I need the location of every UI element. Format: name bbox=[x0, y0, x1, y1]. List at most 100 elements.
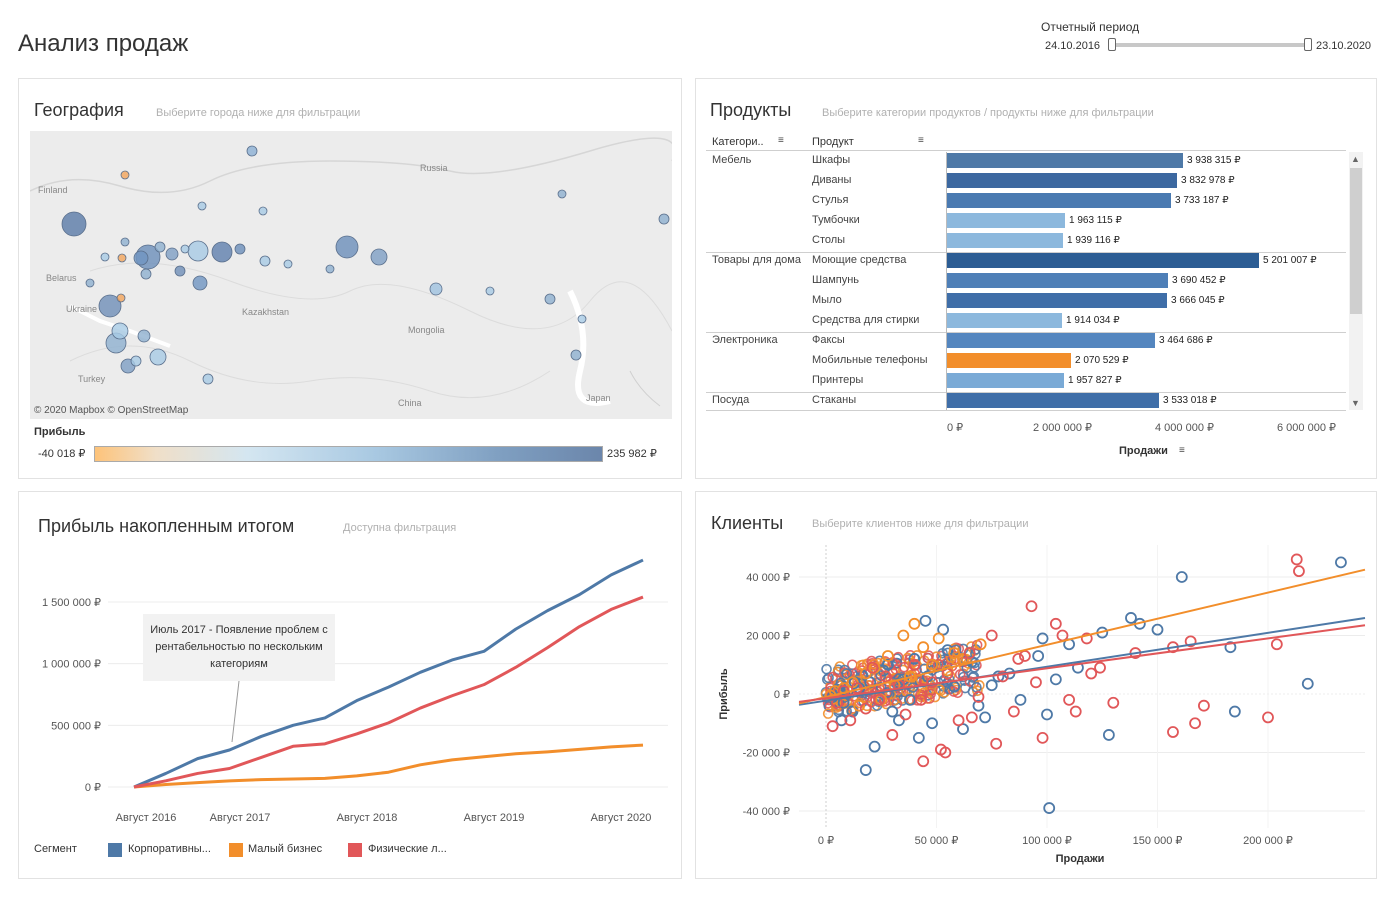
product-label[interactable]: Шампунь bbox=[812, 274, 860, 286]
product-bar[interactable] bbox=[947, 373, 1064, 388]
product-bar[interactable] bbox=[947, 353, 1071, 368]
scatter-point[interactable] bbox=[881, 650, 894, 662]
scatter-point[interactable] bbox=[868, 740, 881, 753]
city-bubble[interactable] bbox=[140, 268, 152, 280]
city-bubble[interactable] bbox=[234, 243, 246, 255]
scatter-point[interactable] bbox=[1063, 693, 1076, 706]
city-bubble[interactable] bbox=[85, 278, 95, 288]
scatter-point[interactable] bbox=[1335, 556, 1347, 569]
scatter-point[interactable] bbox=[881, 658, 894, 671]
scatter-point[interactable] bbox=[948, 686, 960, 697]
scatter-point[interactable] bbox=[897, 629, 910, 642]
scatter-point[interactable] bbox=[1107, 696, 1120, 709]
scatter-point[interactable] bbox=[1069, 705, 1082, 718]
scroll-up-icon[interactable]: ▲ bbox=[1351, 154, 1360, 164]
product-label[interactable]: Стулья bbox=[812, 194, 849, 206]
cumulative-profit-chart[interactable]: 1 500 000 ₽ 1 000 000 ₽ 500 000 ₽ 0 ₽ Август… bbox=[0, 0, 700, 899]
city-bubble[interactable] bbox=[120, 237, 130, 247]
city-bubble[interactable] bbox=[370, 248, 388, 266]
scatter-point[interactable] bbox=[939, 746, 952, 759]
period-slider-end-handle[interactable] bbox=[1304, 38, 1312, 51]
scatter-point[interactable] bbox=[1025, 600, 1038, 613]
product-bar[interactable] bbox=[947, 233, 1063, 248]
product-bar[interactable] bbox=[947, 193, 1171, 208]
product-bar[interactable] bbox=[947, 273, 1168, 288]
legend-swatch-individuals[interactable] bbox=[348, 843, 362, 857]
product-bar[interactable] bbox=[947, 393, 1159, 408]
scatter-point[interactable] bbox=[886, 729, 899, 741]
scatter-point[interactable] bbox=[852, 675, 863, 687]
scatter-point[interactable] bbox=[963, 647, 976, 659]
category-label[interactable]: Посуда bbox=[712, 394, 750, 406]
scatter-point[interactable] bbox=[1032, 650, 1045, 662]
product-bar[interactable] bbox=[947, 293, 1167, 308]
scatter-point[interactable] bbox=[1030, 676, 1042, 689]
scatter-point[interactable] bbox=[908, 617, 921, 630]
geography-map[interactable]: Russia Finland Belarus Ukraine Kazakhsta… bbox=[30, 131, 672, 419]
scatter-point[interactable] bbox=[974, 638, 987, 651]
product-label[interactable]: Принтеры bbox=[812, 374, 864, 386]
scatter-point[interactable] bbox=[1262, 711, 1274, 724]
scatter-point[interactable] bbox=[926, 717, 938, 730]
scatter-point[interactable] bbox=[974, 680, 985, 691]
sort-icon[interactable]: ≡ bbox=[778, 135, 784, 146]
series-line[interactable] bbox=[133, 558, 644, 789]
product-bar[interactable] bbox=[947, 213, 1065, 228]
product-column-header[interactable]: Продукт bbox=[812, 136, 854, 148]
scatter-point[interactable] bbox=[1224, 641, 1237, 654]
scatter-point[interactable] bbox=[859, 702, 872, 715]
scatter-point[interactable] bbox=[1167, 726, 1179, 738]
scatter-point[interactable] bbox=[1102, 729, 1115, 741]
legend-item-corporate[interactable]: Корпоративны... bbox=[128, 843, 211, 855]
scatter-point[interactable] bbox=[1049, 673, 1062, 686]
scatter-point[interactable] bbox=[979, 711, 992, 724]
city-bubble[interactable] bbox=[429, 282, 443, 296]
product-label[interactable]: Диваны bbox=[812, 174, 852, 186]
city-bubble[interactable] bbox=[557, 189, 567, 199]
scatter-point[interactable] bbox=[893, 714, 905, 727]
scatter-point[interactable] bbox=[904, 693, 916, 706]
scatter-point[interactable] bbox=[1036, 632, 1049, 645]
city-bubble[interactable] bbox=[211, 241, 233, 263]
scatter-point[interactable] bbox=[908, 652, 921, 665]
product-bar[interactable] bbox=[947, 153, 1183, 168]
series-line[interactable] bbox=[133, 743, 644, 789]
scatter-point[interactable] bbox=[873, 693, 885, 706]
city-bubble[interactable] bbox=[335, 235, 359, 259]
product-bar[interactable] bbox=[947, 173, 1177, 188]
scatter-point[interactable] bbox=[822, 708, 834, 719]
scatter-point[interactable] bbox=[1175, 571, 1188, 583]
category-label[interactable]: Товары для дома bbox=[712, 254, 801, 266]
scatter-point[interactable] bbox=[948, 647, 961, 659]
map-attribution[interactable]: © 2020 Mapbox © OpenStreetMap bbox=[34, 405, 189, 416]
city-bubble[interactable] bbox=[180, 244, 190, 254]
scatter-point[interactable] bbox=[1007, 705, 1020, 718]
scatter-point[interactable] bbox=[950, 684, 962, 696]
sort-icon[interactable]: ≡ bbox=[1179, 445, 1185, 456]
scatter-point[interactable] bbox=[932, 658, 944, 670]
scatter-point[interactable] bbox=[1270, 638, 1283, 651]
trend-line[interactable] bbox=[798, 624, 1366, 703]
scatter-point[interactable] bbox=[934, 684, 945, 695]
scatter-point[interactable] bbox=[879, 670, 892, 683]
scatter-point[interactable] bbox=[915, 693, 927, 706]
scatter-point[interactable] bbox=[1125, 612, 1137, 624]
scatter-point[interactable] bbox=[1014, 693, 1027, 706]
city-bubble[interactable] bbox=[202, 373, 214, 385]
scatter-point[interactable] bbox=[855, 659, 867, 671]
scatter-point[interactable] bbox=[932, 632, 945, 645]
scatter-point[interactable] bbox=[1041, 708, 1053, 721]
scatter-point[interactable] bbox=[1293, 565, 1305, 578]
scatter-point[interactable] bbox=[919, 614, 932, 627]
product-label[interactable]: Факсы bbox=[812, 334, 845, 346]
city-bubble[interactable] bbox=[117, 253, 127, 263]
scatter-point[interactable] bbox=[899, 708, 912, 721]
scatter-point[interactable] bbox=[917, 641, 930, 654]
city-bubble[interactable] bbox=[120, 170, 130, 180]
scatter-point[interactable] bbox=[1049, 617, 1062, 630]
scatter-point[interactable] bbox=[826, 720, 839, 733]
scatter-point[interactable] bbox=[859, 667, 872, 680]
scatter-point[interactable] bbox=[1198, 699, 1210, 712]
city-bubble[interactable] bbox=[485, 286, 495, 296]
product-label[interactable]: Средства для стирки bbox=[812, 314, 920, 326]
